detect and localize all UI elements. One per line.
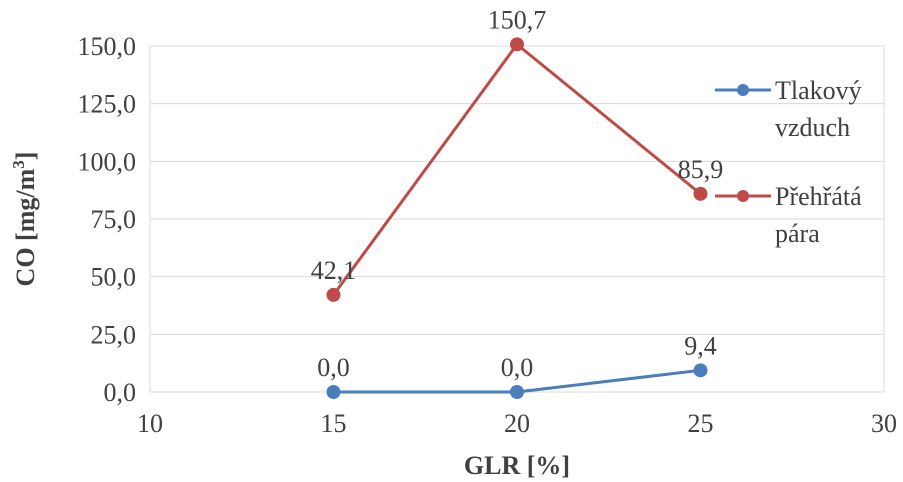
y-tick-label: 75,0 xyxy=(91,205,137,234)
data-label-layer: 0,0 0,0 9,4 42,1 150,7 85,9 xyxy=(311,5,724,382)
series-1-point xyxy=(510,37,524,52)
data-label: 85,9 xyxy=(678,155,724,184)
x-tick-label: 25 xyxy=(688,409,714,438)
data-label: 0,0 xyxy=(501,353,534,382)
y-tick-label: 100,0 xyxy=(78,147,137,176)
x-tick-label: 10 xyxy=(137,409,163,438)
legend-label-line1: Tlakový xyxy=(775,76,862,105)
legend-label-line2: vzduch xyxy=(775,113,850,142)
series-layer xyxy=(326,37,708,399)
x-tick-label: 15 xyxy=(321,409,347,438)
series-0-point xyxy=(510,385,524,399)
y-axis-ticks: 0,0 25,0 50,0 75,0 100,0 125,0 150,0 xyxy=(78,32,137,407)
legend-swatch-marker xyxy=(737,190,749,202)
y-axis-title-main: CO [mg/m xyxy=(11,168,40,286)
y-tick-label: 125,0 xyxy=(78,90,137,119)
data-label: 9,4 xyxy=(684,331,717,360)
legend: Tlakový vzduch Přehřátá pára xyxy=(715,76,862,248)
grid-layer xyxy=(150,45,884,393)
series-line-1 xyxy=(332,42,702,296)
series-0-point xyxy=(693,363,708,378)
legend-item-prehrata-para: Přehřátá pára xyxy=(715,182,862,248)
series-1-point xyxy=(326,287,341,302)
y-axis-title: CO [mg/m3] xyxy=(9,152,40,287)
x-tick-label: 30 xyxy=(871,409,897,438)
legend-item-tlakovy-vzduch: Tlakový vzduch xyxy=(715,76,862,142)
y-tick-label: 50,0 xyxy=(91,263,137,292)
y-tick-label: 150,0 xyxy=(78,32,137,61)
x-axis-ticks: 10 15 20 25 30 xyxy=(137,409,897,438)
x-axis-title: GLR [%] xyxy=(464,451,570,480)
y-axis-title-suffix: ] xyxy=(11,152,40,161)
data-label: 150,7 xyxy=(488,5,547,34)
series-0-point xyxy=(326,385,341,399)
y-axis-title-superscript: 3 xyxy=(9,160,28,169)
legend-swatch-marker xyxy=(737,84,749,96)
y-tick-label: 0,0 xyxy=(104,378,137,407)
legend-label-line2: pára xyxy=(775,219,820,248)
data-label: 42,1 xyxy=(311,256,357,285)
series-1-point xyxy=(693,186,708,201)
y-tick-label: 25,0 xyxy=(91,320,137,349)
data-label: 0,0 xyxy=(317,353,350,382)
x-tick-label: 20 xyxy=(504,409,530,438)
legend-label-line1: Přehřátá xyxy=(775,182,862,211)
